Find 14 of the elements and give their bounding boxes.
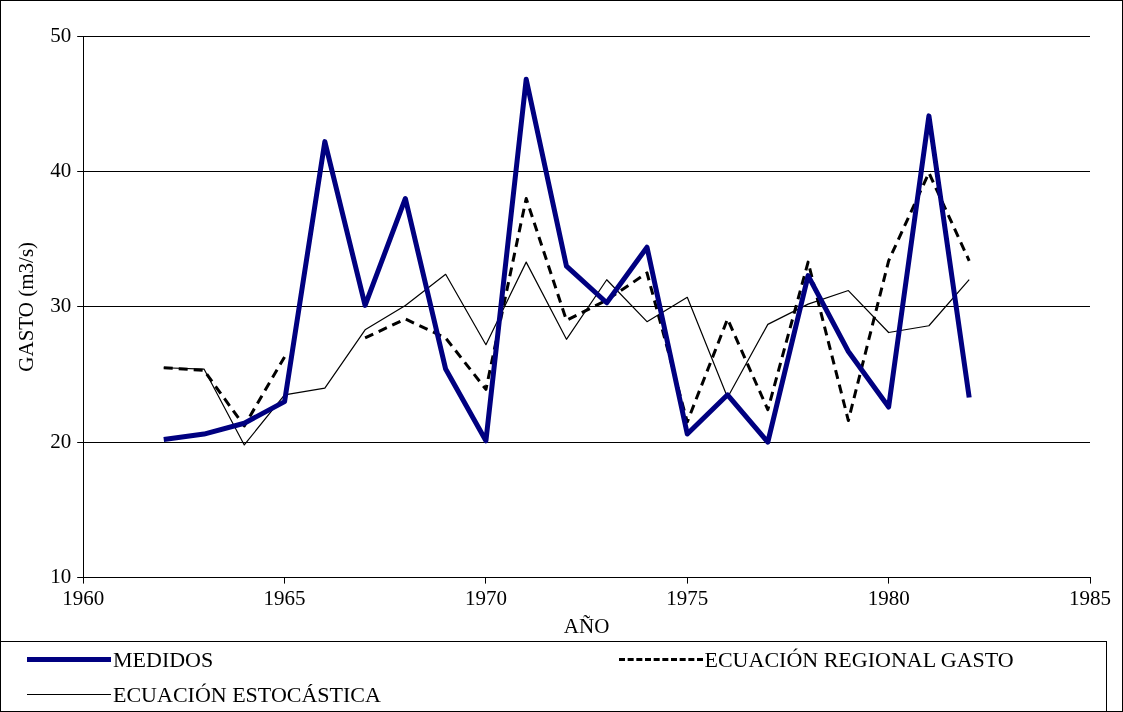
y-tick-label: 20 bbox=[50, 428, 72, 453]
x-tick-label: 1985 bbox=[1069, 585, 1111, 610]
legend-label: ECUACIÓN ESTOCÁSTICA bbox=[113, 681, 381, 707]
legend-label: ECUACIÓN REGIONAL GASTO bbox=[704, 646, 1014, 672]
legend-label: MEDIDOS bbox=[113, 646, 214, 672]
y-axis-title: GASTO (m3/s) bbox=[14, 241, 39, 372]
x-tick-label: 1980 bbox=[867, 585, 910, 610]
x-tick-label: 1975 bbox=[666, 585, 709, 610]
x-axis-title: AÑO bbox=[563, 613, 610, 638]
y-tick-label: 50 bbox=[50, 22, 72, 47]
y-tick-label: 30 bbox=[50, 293, 72, 318]
x-tick-label: 1970 bbox=[464, 585, 507, 610]
x-tick-label: 1965 bbox=[263, 585, 306, 610]
y-tick-label: 40 bbox=[50, 157, 72, 182]
